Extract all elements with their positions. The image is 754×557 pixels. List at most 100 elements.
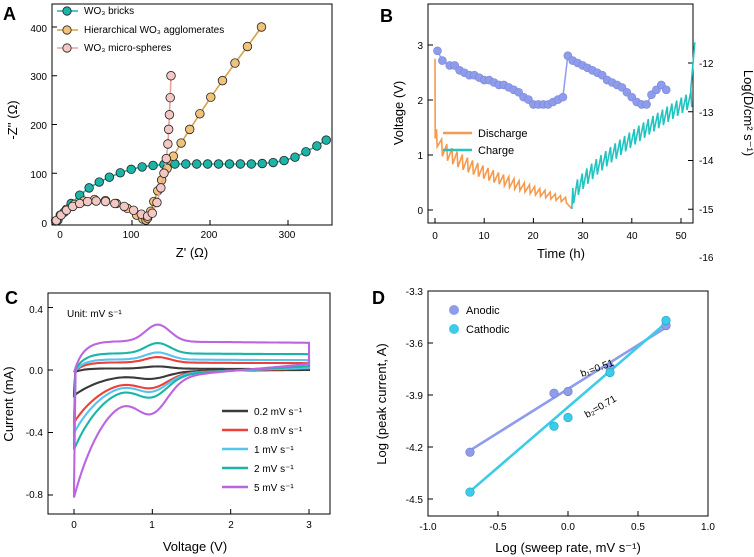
panel-b-xtick-3: 30 bbox=[577, 231, 589, 242]
panel-b-xtick-4: 40 bbox=[626, 231, 638, 242]
panel-b-ytick-2: 2 bbox=[417, 96, 423, 107]
panel-a-point-2-20 bbox=[164, 110, 175, 120]
panel-a-point-2-17 bbox=[161, 153, 172, 164]
panel-a-ytick-1: 100 bbox=[30, 170, 47, 181]
panel-c-ytick-0: 0.4 bbox=[29, 305, 43, 316]
legend-b-label-discharge: Discharge bbox=[478, 128, 528, 140]
panel-b-xtick-0: 0 bbox=[432, 231, 438, 242]
panel-a-ytick-2: 200 bbox=[30, 121, 47, 132]
panel-a-legend: WO₃ bricks Hierarchical WO₃ agglomerates… bbox=[57, 6, 224, 54]
panel-a-point-0-19 bbox=[246, 159, 257, 169]
panel-a-point-0-15 bbox=[202, 159, 213, 169]
panel-c-xtick-0: 0 bbox=[71, 520, 77, 531]
panel-b-charge-curve bbox=[571, 42, 696, 209]
panel-d-point-1-4 bbox=[661, 315, 671, 326]
legend-c-label-2: 1 mV s⁻¹ bbox=[254, 445, 294, 456]
panel-d-point-1-0 bbox=[465, 487, 475, 497]
panel-d-series bbox=[465, 315, 671, 497]
panel-b-xtick-1: 10 bbox=[478, 231, 490, 242]
panel-b-series bbox=[433, 42, 696, 210]
panel-a-point-2-5 bbox=[82, 196, 93, 207]
panel-c-ticks bbox=[48, 307, 310, 514]
panel-a-point-0-4 bbox=[84, 183, 94, 193]
panel-d-xtick-3: 0.5 bbox=[631, 522, 645, 533]
panel-b-frame bbox=[427, 3, 694, 224]
panel-a-point-1-21 bbox=[195, 109, 205, 119]
panel-a-xtick-0: 0 bbox=[57, 230, 63, 241]
panel-c-legend: 0.2 mV s⁻¹ 0.8 mV s⁻¹ 1 mV s⁻¹ 2 mV s⁻¹ … bbox=[222, 407, 303, 494]
panel-a-point-1-24 bbox=[230, 58, 240, 68]
panel-a-xtick-3: 300 bbox=[279, 230, 296, 241]
panel-a-point-0-16 bbox=[213, 159, 224, 169]
panel-a-point-0-21 bbox=[268, 157, 278, 168]
panel-d-xtick-1: -0.5 bbox=[489, 522, 507, 533]
panel-d-point-0-1 bbox=[549, 388, 559, 398]
panel-a: A 0 100 200 300 0 100 200 300 400 Z' (Ω)… bbox=[3, 3, 333, 260]
panel-a-point-0-14 bbox=[192, 159, 202, 169]
panel-letter-b: B bbox=[380, 6, 393, 26]
legend-a-marker-0 bbox=[62, 6, 72, 16]
panel-b: B 0 10 20 30 40 50 0 1 2 3 -12 -13 -14 -… bbox=[380, 3, 754, 264]
panel-a-xlabel: Z' (Ω) bbox=[176, 245, 208, 260]
panel-d-xtick-0: -1.0 bbox=[419, 522, 437, 533]
panel-c-cv-curve-3 bbox=[72, 342, 311, 450]
panel-b-ytick-1: 1 bbox=[417, 151, 423, 162]
panel-a-xtick-2: 200 bbox=[201, 230, 218, 241]
panel-b-diffusion-point-0 bbox=[433, 46, 442, 56]
panel-d-ytick-1: -3.6 bbox=[406, 339, 424, 350]
panel-a-point-2-7 bbox=[100, 196, 111, 207]
panel-a-point-0-6 bbox=[104, 172, 115, 182]
panel-a-frame bbox=[51, 3, 333, 226]
panel-c-unit-note: Unit: mV s⁻¹ bbox=[67, 309, 122, 320]
legend-c-label-3: 2 mV s⁻¹ bbox=[254, 464, 294, 475]
panel-a-point-0-24 bbox=[301, 147, 311, 157]
panel-b-ytick-right-3: -15 bbox=[699, 205, 714, 216]
panel-a-point-2-6 bbox=[91, 196, 101, 206]
panel-d-ytick-2: -3.9 bbox=[406, 391, 424, 402]
legend-a-marker-1 bbox=[62, 25, 72, 35]
panel-a-point-0-25 bbox=[312, 141, 322, 151]
panel-d: D -1.0 -0.5 0.0 0.5 1.0 -3.3 -3.6 -3.9 -… bbox=[372, 287, 715, 555]
panel-d-legend: Anodic Cathodic bbox=[449, 305, 510, 336]
panel-a-point-0-22 bbox=[279, 155, 289, 166]
panel-d-point-1-3 bbox=[605, 367, 615, 378]
panel-a-point-2-14 bbox=[152, 197, 162, 208]
panel-a-point-1-20 bbox=[185, 124, 195, 135]
panel-letter-a: A bbox=[3, 4, 16, 24]
panel-b-ytick-0: 0 bbox=[417, 206, 423, 217]
panel-a-point-2-21 bbox=[165, 92, 175, 103]
panel-b-ylabel: Voltage (V) bbox=[391, 81, 406, 145]
panel-a-point-1-19 bbox=[176, 138, 186, 148]
panel-c-ytick-3: -0.8 bbox=[26, 490, 44, 501]
panel-letter-c: C bbox=[5, 288, 18, 308]
panel-b-ytick-right-2: -14 bbox=[699, 156, 714, 167]
panel-d-point-1-1 bbox=[549, 421, 559, 431]
panel-a-ytick-0: 0 bbox=[41, 219, 47, 230]
panel-a-ytick-3: 300 bbox=[30, 72, 47, 83]
legend-d-label-anodic: Anodic bbox=[466, 305, 500, 317]
panel-c-ytick-2: -0.4 bbox=[26, 428, 44, 439]
panel-b-ticks bbox=[428, 44, 693, 223]
panel-c-ylabel: Current (mA) bbox=[1, 366, 16, 441]
legend-d-marker-cathodic bbox=[449, 324, 459, 334]
legend-a-marker-2 bbox=[62, 43, 72, 53]
panel-c-xlabel: Voltage (V) bbox=[163, 539, 227, 554]
panel-d-point-0-0 bbox=[465, 447, 475, 457]
legend-c-label-0: 0.2 mV s⁻¹ bbox=[254, 407, 303, 418]
panel-b-diffusion-point-25 bbox=[558, 92, 568, 102]
panel-b-ytick-right-1: -13 bbox=[699, 108, 714, 119]
panel-d-point-0-2 bbox=[563, 386, 573, 397]
panel-b-ytick-3: 3 bbox=[417, 41, 423, 52]
legend-d-marker-anodic bbox=[449, 305, 459, 315]
panel-a-point-0-7 bbox=[115, 168, 126, 178]
panel-a-point-2-15 bbox=[156, 183, 166, 193]
panel-c-xtick-2: 2 bbox=[228, 520, 234, 531]
panel-b-xtick-2: 20 bbox=[527, 231, 539, 242]
panel-a-series bbox=[50, 22, 331, 226]
panel-d-annotation-b2: b₂=0.71 bbox=[583, 393, 619, 420]
panel-b-discharge-curve bbox=[434, 58, 573, 210]
legend-c-label-1: 0.8 mV s⁻¹ bbox=[254, 426, 303, 437]
panel-d-xtick-4: 1.0 bbox=[701, 522, 715, 533]
panel-a-point-2-18 bbox=[163, 139, 173, 149]
